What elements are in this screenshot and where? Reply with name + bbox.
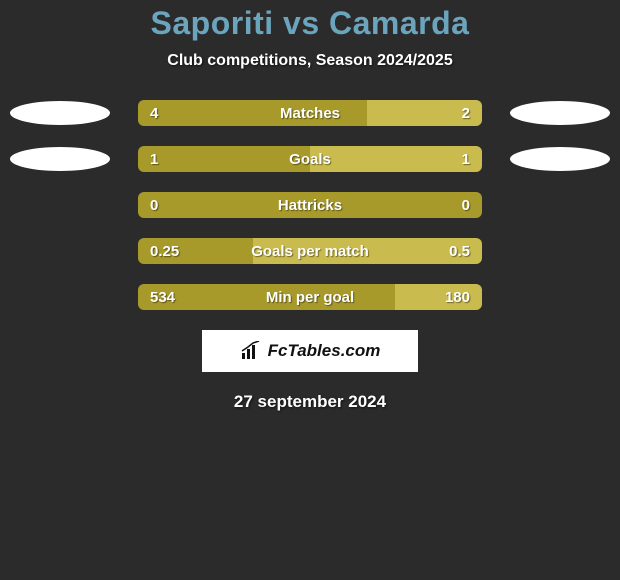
page-subtitle: Club competitions, Season 2024/2025 <box>0 52 620 70</box>
stat-bar: 00Hattricks <box>138 192 482 218</box>
stat-value-left: 0.25 <box>150 238 179 264</box>
player-right-marker <box>510 101 610 125</box>
stat-value-left: 1 <box>150 146 158 172</box>
infographic-container: Saporiti vs Camarda Club competitions, S… <box>0 0 620 412</box>
date-line: 27 september 2024 <box>0 392 620 412</box>
stat-value-right: 1 <box>462 146 470 172</box>
stat-bar-left <box>138 146 310 172</box>
stat-value-left: 4 <box>150 100 158 126</box>
stat-bar-right <box>310 146 482 172</box>
stat-row: 42Matches <box>0 100 620 126</box>
stat-value-right: 180 <box>445 284 470 310</box>
stat-bar: 0.250.5Goals per match <box>138 238 482 264</box>
stat-row: 534180Min per goal <box>0 284 620 310</box>
stat-bar: 11Goals <box>138 146 482 172</box>
stat-bar: 534180Min per goal <box>138 284 482 310</box>
stat-value-right: 0.5 <box>449 238 470 264</box>
page-title: Saporiti vs Camarda <box>0 5 620 42</box>
stat-bar-left <box>138 192 482 218</box>
stat-value-right: 0 <box>462 192 470 218</box>
brand-box: FcTables.com <box>202 330 418 372</box>
stat-value-left: 0 <box>150 192 158 218</box>
bar-chart-icon <box>240 341 262 361</box>
player-right-marker <box>510 147 610 171</box>
stat-value-left: 534 <box>150 284 175 310</box>
stat-bar: 42Matches <box>138 100 482 126</box>
stat-row: 11Goals <box>0 146 620 172</box>
stat-bar-left <box>138 100 367 126</box>
stat-bar-right <box>253 238 482 264</box>
player-left-marker <box>10 147 110 171</box>
stat-row: 00Hattricks <box>0 192 620 218</box>
stat-row: 0.250.5Goals per match <box>0 238 620 264</box>
brand-text: FcTables.com <box>268 341 381 361</box>
stat-bar-left <box>138 284 395 310</box>
player-left-marker <box>10 101 110 125</box>
stats-area: 42Matches11Goals00Hattricks0.250.5Goals … <box>0 100 620 310</box>
stat-value-right: 2 <box>462 100 470 126</box>
